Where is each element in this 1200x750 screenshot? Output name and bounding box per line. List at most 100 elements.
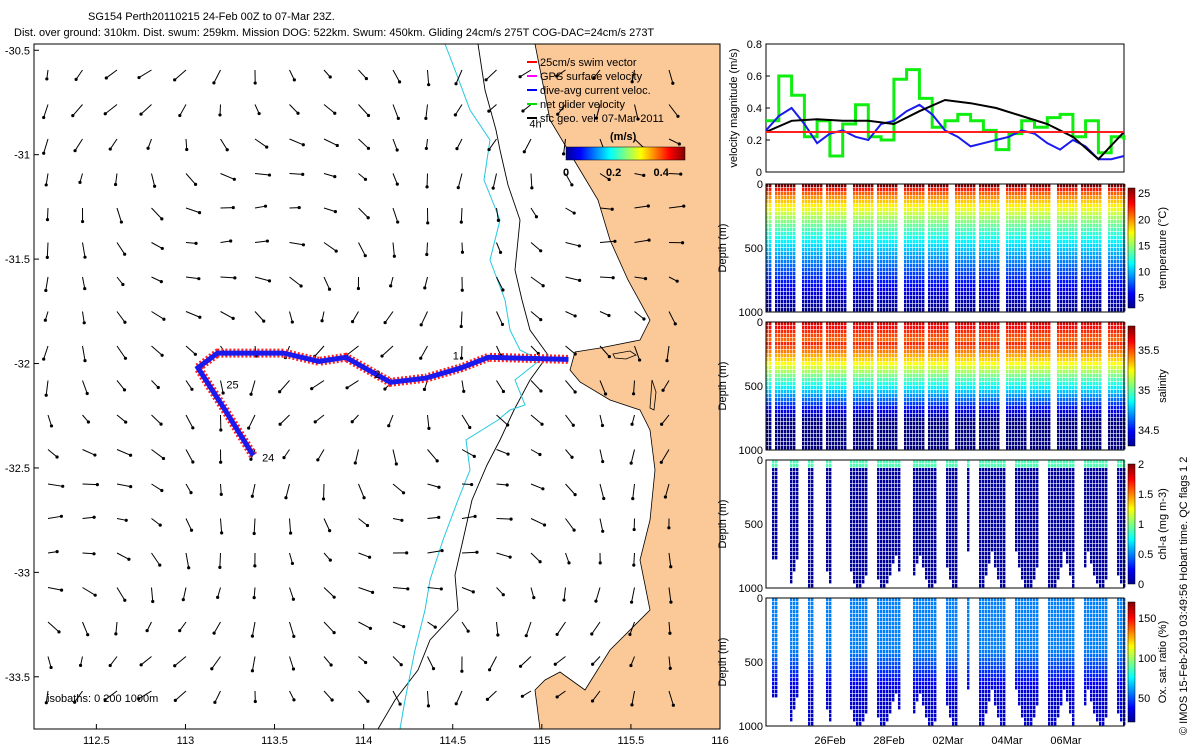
section-cell [802, 304, 805, 308]
section-cell [835, 236, 838, 240]
section-cell [1093, 288, 1096, 292]
section-cell [838, 386, 841, 390]
section-cell [919, 252, 922, 256]
section-cell [994, 280, 997, 284]
section-cell [775, 284, 778, 288]
velocity-arrow-head [213, 700, 217, 704]
section-cell [946, 232, 949, 236]
section-cell [790, 354, 793, 358]
section-cell [1030, 276, 1033, 280]
section-cell [805, 228, 808, 232]
section-cell [961, 188, 964, 192]
section-cell [817, 326, 820, 330]
velocity-arrow-head [267, 173, 272, 177]
section-cell [880, 350, 883, 354]
section-cell [991, 288, 994, 292]
velocity-arrow-head [424, 146, 428, 151]
section-cell [1057, 264, 1060, 268]
velocity-arrow-head [572, 211, 576, 215]
section-cell [1090, 204, 1093, 208]
section-cell [844, 236, 847, 240]
velocity-arrow-head [667, 526, 671, 530]
section-cell [781, 346, 784, 350]
section-cell [994, 244, 997, 248]
section-cell [961, 304, 964, 308]
velocity-arrow [82, 449, 96, 456]
section-cell [922, 224, 925, 228]
section-cell [859, 192, 862, 196]
section-cell [1090, 304, 1093, 308]
section-cell [1069, 208, 1072, 212]
section-cell [958, 256, 961, 260]
section-cell [862, 366, 865, 370]
section-cell [892, 188, 895, 192]
section-cell [841, 264, 844, 268]
section-cell [814, 252, 817, 256]
section-cell [1009, 192, 1012, 196]
section-cell [775, 394, 778, 398]
section-cell [781, 248, 784, 252]
section-cell [943, 244, 946, 248]
velocity-arrow-head [453, 113, 457, 117]
section-cell [805, 248, 808, 252]
section-cell [868, 256, 871, 260]
section-cell [1024, 208, 1027, 212]
section-cell [1033, 296, 1036, 300]
section-cell [931, 216, 934, 220]
section-cell [907, 284, 910, 288]
section-cell [1015, 252, 1018, 256]
section-cell [1093, 228, 1096, 232]
section-cell [790, 196, 793, 200]
section-cell [787, 196, 790, 200]
section-cell [1114, 204, 1117, 208]
section-cell [856, 362, 859, 366]
section-cell [1021, 284, 1024, 288]
section-cell [880, 272, 883, 276]
section-cell [1099, 296, 1102, 300]
section-cell [967, 216, 970, 220]
section-cell [820, 386, 823, 390]
section-cell [808, 398, 811, 402]
section-cell [1072, 264, 1075, 268]
section-cell [907, 244, 910, 248]
section-cell [961, 288, 964, 292]
section-cell [868, 414, 871, 418]
section-cell [859, 326, 862, 330]
velocity-arrow-head [665, 359, 669, 363]
section-cell [934, 260, 937, 264]
section-cell [835, 374, 838, 378]
section-cell [1093, 184, 1096, 188]
velocity-arrow [557, 104, 566, 115]
section-cell [979, 260, 982, 264]
section-cell [973, 200, 976, 204]
velocity-arrow [175, 690, 187, 701]
section-cell [775, 326, 778, 330]
section-cell [853, 342, 856, 346]
velocity-arrow-field [42, 69, 686, 708]
section-cell [1036, 220, 1039, 224]
section-cell [1024, 260, 1027, 264]
section-cell [802, 322, 805, 326]
section-cell [937, 208, 940, 212]
section-cell [784, 370, 787, 374]
section-cell [832, 184, 835, 188]
section-cell [997, 196, 1000, 200]
section-cell [835, 430, 838, 434]
velocity-arrow [82, 552, 95, 555]
section-cell [955, 276, 958, 280]
velocity-arrow-head [160, 353, 164, 357]
section-cell [784, 196, 787, 200]
section-cell [964, 272, 967, 276]
section-cell [1018, 224, 1021, 228]
section-cell [865, 410, 868, 414]
section-cell [793, 386, 796, 390]
velocity-arrow [565, 552, 570, 564]
section-cell [817, 228, 820, 232]
section-cell [922, 232, 925, 236]
section-cell [781, 430, 784, 434]
section-cell [961, 296, 964, 300]
section-cell [841, 308, 844, 312]
section-cell [841, 434, 844, 438]
section-cell [904, 216, 907, 220]
section-cell [853, 212, 856, 216]
